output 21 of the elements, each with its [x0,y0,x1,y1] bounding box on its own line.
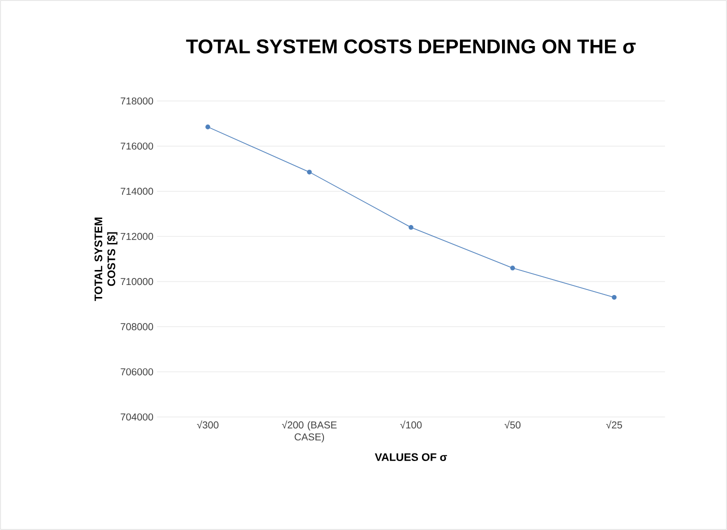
y-tick-label: 712000 [120,232,154,240]
y-tick-label: 704000 [120,413,154,421]
y-tick-label: 708000 [120,323,154,330]
y-axis-title: TOTAL SYSTEM COSTS [$] [94,218,118,301]
x-tick-label: √50 [504,420,520,428]
y-tick-label: 716000 [120,142,154,150]
point [307,170,312,174]
point [205,124,210,130]
point [408,224,414,230]
y-tick-label: 718000 [120,97,154,105]
point [612,294,617,300]
y-tick-label: 714000 [120,188,154,195]
x-tick-label: √200 (BASE CASE) [282,420,337,442]
x-tick-label: √100 [400,420,422,428]
x-tick-label: √300 [197,420,218,428]
y-tick-label: 706000 [120,368,154,376]
x-tick-label: √25 [606,420,622,428]
chart-title: TOTAL SYSTEM COSTS DEPENDING ON THE σ [186,39,636,54]
y-tick-label: 710000 [120,278,154,286]
x-axis-title: VALUES OF σ [374,453,448,462]
point [510,266,515,270]
